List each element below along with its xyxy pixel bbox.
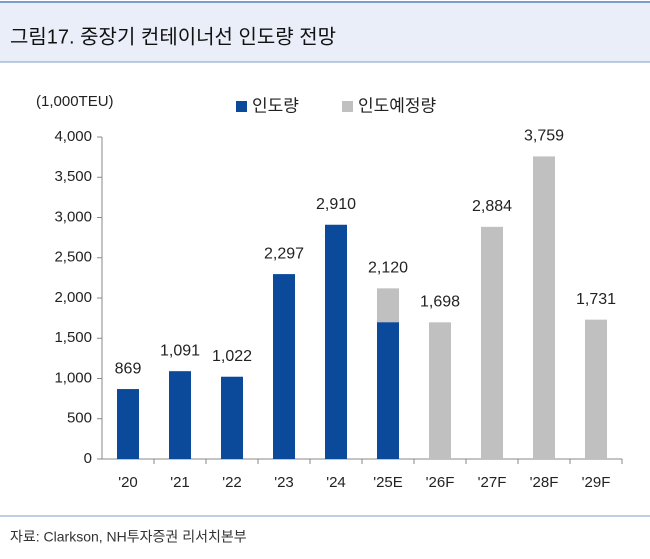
header-band bbox=[0, 2, 650, 62]
y-tick-label: 0 bbox=[84, 450, 92, 467]
x-tick-label: '20 bbox=[118, 474, 138, 491]
y-tick-label: 500 bbox=[67, 410, 92, 427]
y-tick-label: 3,500 bbox=[54, 168, 92, 185]
x-tick-label: '26F bbox=[426, 474, 455, 491]
y-tick-label: 4,000 bbox=[54, 128, 92, 145]
y-tick-label: 3,000 bbox=[54, 208, 92, 225]
value-label: 2,910 bbox=[316, 196, 356, 213]
x-tick-label: '25E bbox=[373, 474, 403, 491]
legend-label: 인도예정량 bbox=[358, 96, 437, 115]
bar bbox=[273, 274, 295, 459]
bar bbox=[481, 226, 503, 459]
x-tick-label: '27F bbox=[478, 474, 507, 491]
source: 자료: Clarkson, NH투자증권 리서치본부 bbox=[10, 529, 247, 545]
bar bbox=[169, 371, 191, 459]
value-label: 1,022 bbox=[212, 348, 252, 365]
value-label: 2,297 bbox=[264, 245, 304, 262]
bar bbox=[533, 156, 555, 459]
bar bbox=[585, 319, 607, 459]
value-label: 1,731 bbox=[576, 291, 616, 308]
x-tick-label: '21 bbox=[170, 474, 190, 491]
x-tick-label: '28F bbox=[530, 474, 559, 491]
y-tick-label: 1,500 bbox=[54, 329, 92, 346]
value-label: 1,698 bbox=[420, 294, 460, 311]
bar bbox=[429, 322, 451, 459]
bar bbox=[377, 322, 399, 459]
x-tick-label: '24 bbox=[326, 474, 346, 491]
value-label: 869 bbox=[115, 360, 142, 377]
y-axis-label: (1,000TEU) bbox=[36, 93, 114, 110]
legend-swatch bbox=[236, 101, 247, 112]
value-label: 2,884 bbox=[472, 198, 512, 215]
x-tick-label: '29F bbox=[582, 474, 611, 491]
chart-title: 그림17. 중장기 컨테이너선 인도량 전망 bbox=[10, 25, 336, 48]
value-label: 1,091 bbox=[160, 342, 200, 359]
bar bbox=[221, 376, 243, 459]
x-tick-label: '22 bbox=[222, 474, 242, 491]
value-label: 2,120 bbox=[368, 260, 408, 277]
y-tick-label: 2,500 bbox=[54, 249, 92, 266]
legend-swatch bbox=[342, 101, 353, 112]
bar bbox=[377, 288, 399, 323]
legend-label: 인도량 bbox=[252, 96, 299, 115]
value-label: 3,759 bbox=[524, 128, 564, 145]
bar bbox=[325, 224, 347, 459]
bar bbox=[117, 389, 139, 459]
x-tick-label: '23 bbox=[274, 474, 294, 491]
y-tick-label: 2,000 bbox=[54, 289, 92, 306]
y-tick-label: 1,000 bbox=[54, 369, 92, 386]
